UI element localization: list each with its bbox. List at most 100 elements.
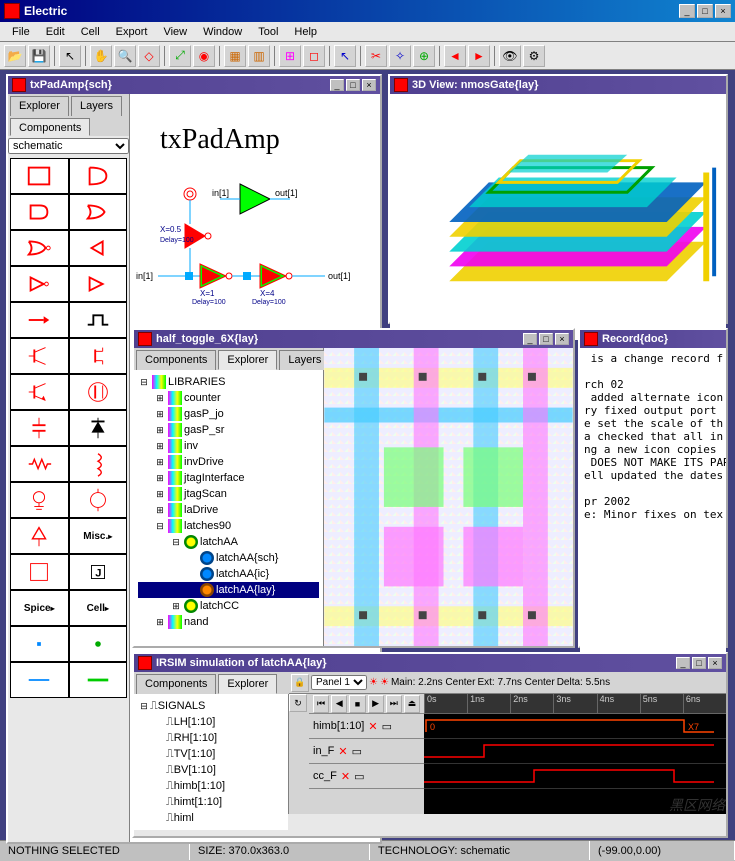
comp-wire[interactable] [10, 302, 69, 338]
sig-item[interactable]: ⎍ RH[1:10] [138, 730, 284, 746]
comp-nand[interactable] [69, 194, 128, 230]
comp-text[interactable] [10, 554, 69, 590]
save-icon[interactable]: 💾 [28, 45, 50, 67]
close-button[interactable]: × [715, 4, 731, 18]
library-tree[interactable]: ⊟LIBRARIES ⊞counter ⊞gasP_jo ⊞gasP_sr ⊞i… [134, 370, 323, 646]
sch-close-button[interactable]: × [362, 79, 376, 91]
signal-row[interactable]: in_F✕▭ [309, 739, 424, 764]
comp-nor[interactable] [69, 230, 128, 266]
layout-tab-explorer[interactable]: Explorer [218, 350, 277, 370]
erc-icon[interactable]: ✧ [389, 45, 411, 67]
play-back-icon[interactable]: ◀ [331, 695, 347, 713]
minimize-button[interactable]: _ [679, 4, 695, 18]
object-icon[interactable]: ◉ [193, 45, 215, 67]
zoom-icon[interactable]: 🔍 [114, 45, 136, 67]
menu-view[interactable]: View [155, 24, 195, 40]
forward-icon[interactable]: ⏭ [386, 695, 402, 713]
comp-dot2[interactable] [69, 626, 128, 662]
comp-cell[interactable]: Cell▸ [69, 590, 128, 626]
menu-help[interactable]: Help [286, 24, 325, 40]
lock-icon[interactable]: 🔒 [291, 674, 309, 692]
comp-j[interactable]: J [69, 554, 128, 590]
tree-item[interactable]: ⊞inv [138, 438, 319, 454]
tree-item[interactable]: ⊞jtagScan [138, 486, 319, 502]
tree-item[interactable]: ⊞laDrive [138, 502, 319, 518]
eject-icon[interactable]: ⏏ [404, 695, 420, 713]
comp-hline[interactable] [10, 662, 69, 698]
stop-icon[interactable]: ■ [349, 695, 365, 713]
expand-icon[interactable]: ⤢ [169, 45, 191, 67]
drc-icon[interactable]: ✂ [365, 45, 387, 67]
menu-edit[interactable]: Edit [38, 24, 73, 40]
view3d-canvas[interactable] [390, 94, 726, 340]
sig-item[interactable]: ⎍ BV[1:10] [138, 762, 284, 778]
sim-tab-explorer[interactable]: Explorer [218, 674, 277, 694]
comp-vsource[interactable] [69, 482, 128, 518]
play-icon[interactable]: ▶ [368, 695, 384, 713]
special-icon[interactable]: ▦ [224, 45, 246, 67]
sch-min-button[interactable]: _ [330, 79, 344, 91]
left-arrow-icon[interactable]: ◄ [444, 45, 466, 67]
tab-explorer[interactable]: Explorer [10, 96, 69, 116]
sim-titlebar[interactable]: IRSIM simulation of latchAA{lay} _ □ × [134, 654, 726, 672]
pan-icon[interactable]: ✋ [90, 45, 112, 67]
sig-root[interactable]: ⊟⎍ SIGNALS [138, 698, 284, 714]
tree-root[interactable]: ⊟LIBRARIES [138, 374, 319, 390]
comp-or[interactable] [10, 230, 69, 266]
sch-max-button[interactable]: □ [346, 79, 360, 91]
layout-canvas[interactable] [324, 348, 573, 646]
menu-tool[interactable]: Tool [250, 24, 286, 40]
layout-close-button[interactable]: × [555, 333, 569, 345]
tree-item-latchcc[interactable]: ⊞latchCC [138, 598, 319, 614]
layout-tab-layers[interactable]: Layers [279, 350, 330, 370]
fullscreen-icon[interactable]: 👁 [499, 45, 521, 67]
comp-and[interactable] [10, 194, 69, 230]
sim-signal-tree[interactable]: ⊟⎍ SIGNALS ⎍ LH[1:10] ⎍ RH[1:10] ⎍ TV[1:… [134, 694, 289, 814]
ncc-icon[interactable]: ⊕ [413, 45, 435, 67]
comp-dot[interactable] [10, 626, 69, 662]
comp-rect[interactable] [10, 158, 69, 194]
tree-item[interactable]: ⊞counter [138, 390, 319, 406]
comp-npn[interactable] [10, 338, 69, 374]
comp-inductor[interactable] [69, 446, 128, 482]
sim-close-button[interactable]: × [708, 657, 722, 669]
record-titlebar[interactable]: Record{doc} [580, 330, 726, 348]
tree-subitem[interactable]: latchAA{sch} [138, 550, 319, 566]
comp-inverter[interactable] [10, 266, 69, 302]
right-arrow-icon[interactable]: ► [468, 45, 490, 67]
sim-min-button[interactable]: _ [676, 657, 690, 669]
tree-item[interactable]: ⊞jtagInterface [138, 470, 319, 486]
refresh-icon[interactable]: ↻ [289, 694, 307, 712]
signal-row[interactable]: cc_F✕▭ [309, 764, 424, 789]
tab-components[interactable]: Components [10, 118, 90, 136]
comp-buffer[interactable] [69, 158, 128, 194]
sig-item[interactable]: ⎍ himt[1:10] [138, 794, 284, 810]
rewind-icon[interactable]: ⏮ [313, 695, 329, 713]
signal-row[interactable]: himb[1:10]✕▭ [309, 714, 424, 739]
tree-item[interactable]: ⊞invDrive [138, 454, 319, 470]
comp-diode2[interactable] [69, 410, 128, 446]
menu-export[interactable]: Export [108, 24, 156, 40]
toggle-icon[interactable]: ⊞ [279, 45, 301, 67]
tree-item[interactable]: ⊟latches90 [138, 518, 319, 534]
sig-item[interactable]: ⎍ himl [138, 810, 284, 826]
arrow-icon[interactable]: ↖ [334, 45, 356, 67]
open-icon[interactable]: 📂 [4, 45, 26, 67]
comp-switch[interactable] [10, 518, 69, 554]
comp-misc[interactable]: Misc.▸ [69, 518, 128, 554]
layout-tab-components[interactable]: Components [136, 350, 216, 370]
view3d-titlebar[interactable]: 3D View: nmosGate{lay} [390, 76, 726, 94]
sig-item[interactable]: ⎍ himb[1:10] [138, 778, 284, 794]
outline-icon[interactable]: ◇ [138, 45, 160, 67]
menu-file[interactable]: File [4, 24, 38, 40]
sim-max-button[interactable]: □ [692, 657, 706, 669]
area-icon[interactable]: ▥ [248, 45, 270, 67]
preferences-icon[interactable]: ⚙ [523, 45, 545, 67]
comp-transistor[interactable] [69, 374, 128, 410]
layout-titlebar[interactable]: half_toggle_6X{lay} _ □ × [134, 330, 573, 348]
tab-layers[interactable]: Layers [71, 96, 122, 116]
panel-select[interactable]: Panel 1 [311, 675, 367, 690]
tree-item[interactable]: ⊞gasP_jo [138, 406, 319, 422]
layout-min-button[interactable]: _ [523, 333, 537, 345]
tree-subitem-selected[interactable]: latchAA{lay} [138, 582, 319, 598]
